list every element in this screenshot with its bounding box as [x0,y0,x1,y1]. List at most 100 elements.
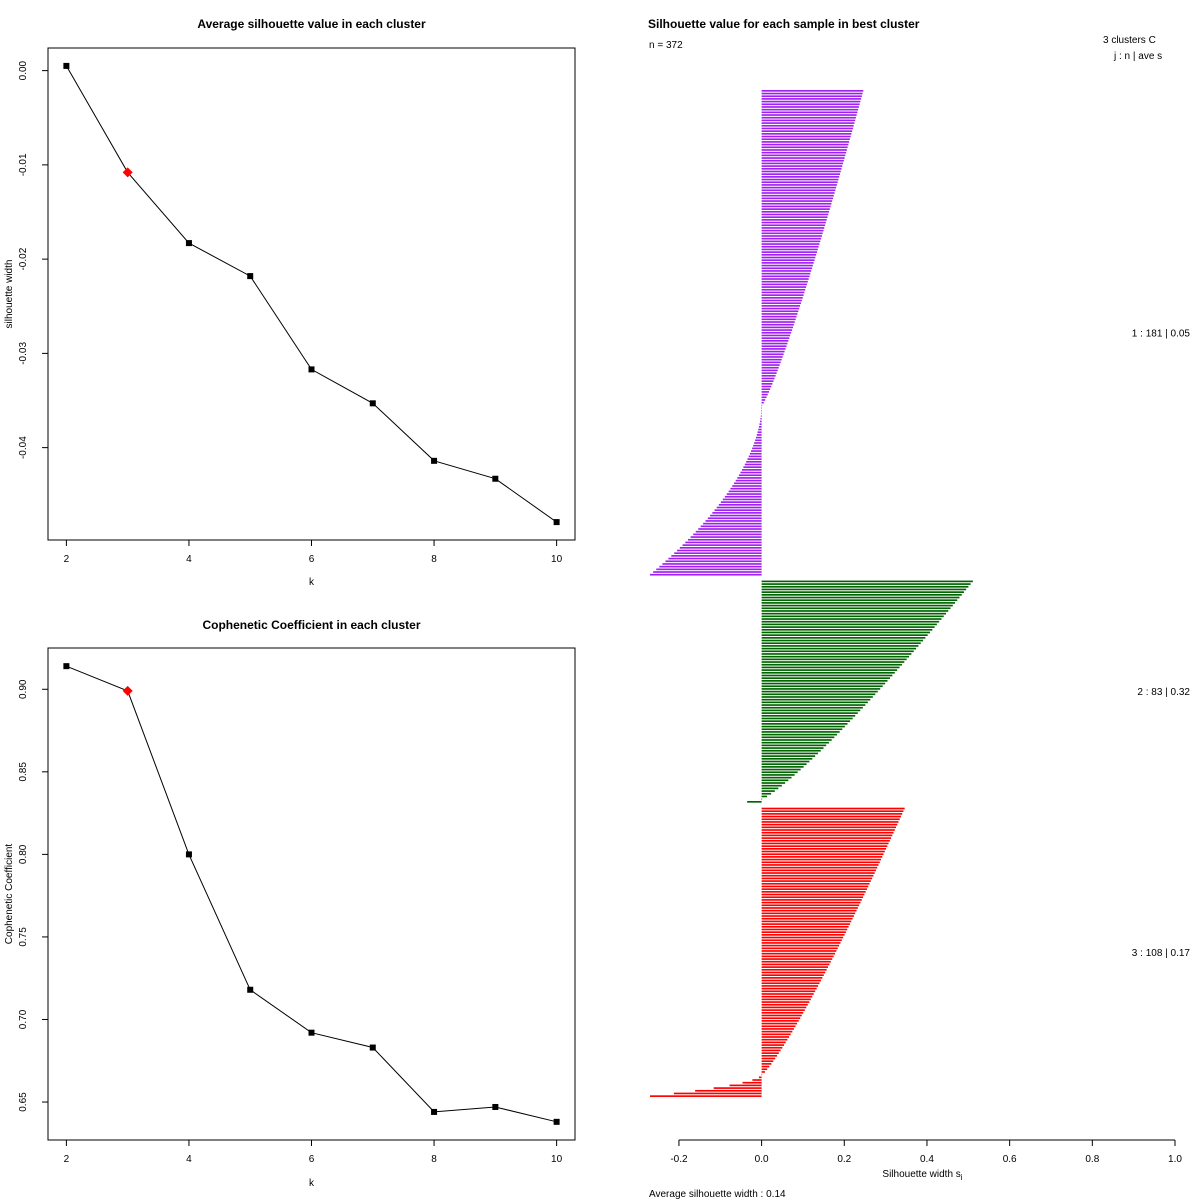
cophenetic-series-line [66,665,557,1123]
silhouette-bar [761,955,834,958]
silhouette-bar [761,663,902,666]
silhouette-xtick-label: 0.8 [1085,1154,1099,1165]
silhouette-bar [761,717,853,720]
cophenetic-xlabel: k [309,1178,315,1189]
silhouette-bar [761,369,778,372]
silhouette-bar [761,674,893,677]
silhouette-bar [761,235,822,237]
silhouette-bar [761,151,847,154]
silhouette-bar [761,275,810,278]
silhouette-bar [761,818,900,821]
cophenetic-ytick-label: 0.90 [18,679,29,699]
silhouette-bar [761,872,875,874]
silhouette-bar [744,463,762,466]
silhouette-bar [761,723,848,725]
silhouette-bar [761,982,820,985]
silhouette-bar [761,162,844,165]
silhouette-xtick-label: 0.2 [837,1154,851,1165]
silhouette-bar [761,1044,785,1046]
silhouette-bar [761,977,823,979]
silhouette-bar [761,591,964,593]
silhouette-bar [761,173,840,175]
silhouette-bar [761,704,866,706]
silhouette-bar [761,251,817,253]
silhouette-bar [761,130,853,132]
silhouette-bar [761,221,826,224]
silhouette-bar [761,227,825,229]
silhouette-data-point [431,457,438,464]
silhouette-bar [748,455,762,458]
silhouette-bar [728,490,762,493]
silhouette-bar [761,100,861,103]
cluster-1-bars [650,90,864,576]
silhouette-bar [761,615,944,618]
silhouette-bar [761,194,834,197]
cophenetic-data-point [369,1044,376,1051]
silhouette-bar [759,423,762,425]
silhouette-bar [761,138,850,141]
silhouette-bar [705,520,762,522]
silhouette-bar [761,95,862,98]
silhouette-bar [761,842,889,845]
silhouette-bar [761,731,840,733]
silhouette-bar [761,262,814,264]
silhouette-bar [761,165,843,167]
silhouette-bar [761,864,879,866]
silhouette-bar [761,776,792,779]
silhouette-bar [724,495,762,498]
silhouette-bar [722,498,762,501]
silhouette-bar [761,688,881,690]
silhouette-bar [761,256,816,259]
silhouette-bar [761,891,866,893]
silhouette-bar [761,388,771,391]
cophenetic-panel: Cophenetic Coefficient in each cluster 2 4… [4,618,576,1189]
silhouette-bar [659,565,762,568]
silhouette-bar [732,485,762,487]
silhouette-bar [720,501,762,503]
silhouette-bar [761,1060,774,1063]
silhouette-bar [761,108,859,111]
silhouette-bar [761,939,842,942]
silhouette-bar [761,831,894,834]
silhouette-bar [761,585,969,588]
silhouette-bar [761,912,856,915]
silhouette-bar [761,966,829,968]
silhouette-bar [752,447,762,450]
silhouette-bar [761,685,883,688]
silhouette-bar [761,1038,788,1041]
cophenetic-data-point [492,1103,499,1110]
silhouette-bar [761,181,838,184]
silhouette-bar [761,283,807,286]
silhouette-bar [761,176,840,178]
silhouette-bar [761,958,833,960]
silhouette-bar [761,146,848,149]
silhouette-bar [733,482,762,485]
silhouette-bar [714,509,762,512]
silhouette-bar [761,850,885,853]
silhouette-bar [761,779,789,782]
silhouette-bar [761,885,869,888]
silhouette-data-point [492,475,499,482]
silhouette-bar [761,755,816,757]
silhouette-bar [761,696,873,698]
silhouette-bar [761,607,951,610]
silhouette-bar [761,318,796,321]
silhouette-bar [761,901,861,904]
silhouette-bar [761,845,888,847]
silhouette-bar [761,712,858,714]
silhouette-bar [761,184,837,186]
silhouette-bar [761,974,824,977]
cophenetic-title: Cophenetic Coefficient in each cluster [202,618,420,632]
silhouette-bar [665,560,762,563]
silhouette-bar [751,450,762,452]
silhouette-bar [761,928,848,931]
silhouette-bar [761,771,798,774]
silhouette-bar [761,399,766,401]
silhouette-bar [761,391,769,393]
silhouette-bar [761,407,763,409]
silhouette-data-point [185,240,192,247]
cophenetic-ytick-label: 0.80 [18,844,29,864]
silhouette-bar [761,631,931,634]
silhouette-bar [761,588,967,591]
silhouette-bar [761,583,971,585]
